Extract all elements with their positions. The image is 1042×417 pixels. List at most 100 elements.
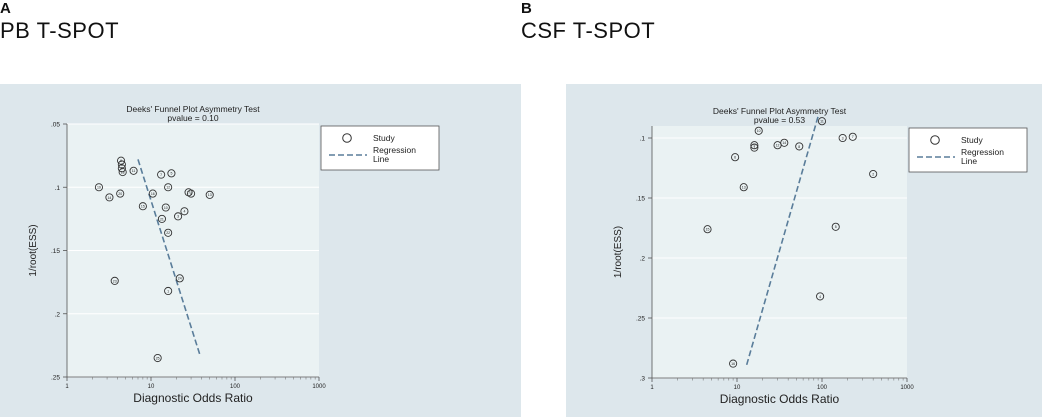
study-point-label: 8: [190, 192, 192, 196]
study-point-label: 13: [742, 186, 746, 190]
study-point-label: 24: [178, 277, 182, 281]
study-point: [739, 183, 748, 192]
panel-letter: A: [0, 0, 11, 17]
study-point-label: 7: [160, 173, 162, 177]
study-point-label: 5: [835, 225, 837, 229]
study-point-label: 16: [731, 362, 735, 366]
y-axis-label: 1/root(ESS): [28, 224, 39, 276]
study-point-label: 10: [757, 129, 761, 133]
legend-regression-label: Regression: [961, 147, 1004, 157]
study-point: [110, 276, 119, 285]
study-point-label: 25: [156, 356, 160, 360]
study-point: [117, 156, 126, 165]
study-point-label: 3: [177, 215, 179, 219]
legend-study-marker: [342, 133, 352, 143]
study-point: [817, 117, 827, 126]
chart-title: Deeks' Funnel Plot Asymmetry Test: [126, 104, 260, 114]
study-point: [117, 164, 126, 173]
study-point: [869, 169, 878, 179]
study-point: [750, 143, 759, 152]
study-point-label: 5: [170, 172, 172, 176]
study-point-label: 14: [107, 196, 111, 200]
study-point-label: 14: [782, 141, 786, 145]
study-point-label: 11: [132, 169, 136, 173]
y-tick-label: .25: [51, 375, 60, 382]
chart-subtitle: pvalue = 0.53: [754, 115, 806, 125]
study-point: [831, 222, 840, 231]
x-tick-label: 10: [734, 385, 741, 391]
study-point-label: 10: [164, 206, 168, 210]
study-point: [153, 353, 162, 363]
legend-regression-label: Regression: [373, 145, 416, 155]
study-point-label: 6: [734, 156, 736, 160]
study-point: [161, 203, 170, 212]
panel-a: A PB T-SPOT .05 .1 .15 .2 .25 1 10 100 1000 Diagn…: [0, 0, 521, 417]
legend-study-label: Study: [961, 135, 983, 145]
panel-subtitle: PB T-SPOT: [0, 18, 120, 43]
x-axis-label: Diagnostic Odds Ratio: [133, 391, 253, 405]
study-point: [167, 169, 176, 178]
x-tick-label: 1: [650, 385, 654, 391]
y-tick-label: .3: [640, 376, 646, 383]
study-point-label: 17: [187, 191, 191, 195]
y-tick-label: .05: [51, 122, 60, 129]
study-point-label: 16: [151, 192, 155, 196]
study-point-label: 21: [160, 217, 164, 221]
study-point: [754, 126, 763, 135]
x-tick-label: 1: [65, 384, 69, 390]
study-point: [105, 193, 114, 202]
study-point: [773, 141, 782, 150]
study-point: [731, 153, 740, 162]
study-point: [729, 359, 738, 368]
study-point-label: 12: [776, 144, 780, 148]
study-point-label: 15: [706, 228, 710, 232]
study-point-label: 7: [852, 135, 854, 139]
y-tick-label: .1: [55, 185, 61, 192]
study-point-label: 18: [121, 170, 125, 174]
study-point: [129, 166, 138, 175]
study-point: [174, 212, 183, 221]
x-tick-label: 1000: [312, 384, 326, 390]
study-point: [116, 189, 125, 198]
y-tick-label: .2: [55, 311, 61, 318]
panel-subtitle: CSF T-SPOT: [521, 18, 656, 43]
legend-regression-label: Line: [373, 154, 389, 164]
legend-box: [908, 127, 1028, 173]
y-tick-label: .25: [636, 316, 645, 323]
chart-title: Deeks' Funnel Plot Asymmetry Test: [713, 106, 847, 116]
study-point-label: 3: [842, 136, 844, 140]
study-point-label: 22: [166, 231, 170, 235]
panel-letter: B: [521, 0, 532, 17]
funnel-plot-chart: .05 .1 .15 .2 .25 1 10 100 1000 Diagnostic Odds R…: [0, 84, 521, 417]
study-point: [164, 228, 173, 237]
study-point: [750, 141, 759, 150]
study-point: [164, 286, 173, 296]
x-tick-label: 10: [148, 384, 155, 390]
study-point-label: 1: [167, 289, 169, 293]
x-tick-label: 100: [817, 385, 828, 391]
funnel-plot-chart: .1 .15 .2 .25 .3 1 10 100 1000 Diagnostic Odds Ra…: [566, 84, 1042, 417]
panel-b: B CSF T-SPOT .1 .15 .2 .25 .3 1 10 100 1000 Diagn…: [521, 0, 1042, 417]
y-tick-label: .15: [636, 196, 645, 203]
regression-line: [137, 159, 201, 355]
study-point: [703, 225, 712, 234]
study-point: [157, 214, 166, 223]
study-point-label: 11: [820, 120, 824, 124]
study-point: [164, 183, 173, 192]
study-point: [175, 274, 184, 283]
y-tick-label: .1: [640, 136, 646, 143]
study-point: [187, 189, 196, 198]
legend-box: [320, 125, 440, 171]
study-point-label: 4: [819, 295, 821, 299]
study-point: [94, 183, 103, 192]
study-point-label: 1: [753, 146, 755, 150]
study-point: [205, 190, 214, 199]
x-tick-label: 1000: [900, 385, 914, 391]
x-tick-label: 100: [230, 384, 241, 390]
study-point-label: 2: [872, 172, 874, 176]
study-point-label: 4: [183, 210, 185, 214]
study-point-label: 20: [118, 192, 122, 196]
study-point: [838, 133, 847, 143]
study-point: [118, 168, 127, 177]
study-point: [795, 142, 804, 151]
